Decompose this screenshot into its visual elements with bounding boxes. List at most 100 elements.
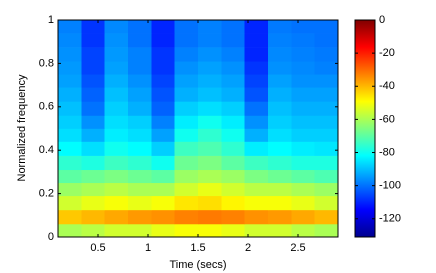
- heatmap-cell: [128, 87, 152, 102]
- heatmap-cell: [174, 61, 199, 75]
- heatmap-cell: [104, 47, 129, 62]
- heatmap-cell: [104, 33, 129, 48]
- heatmap-cell: [174, 74, 199, 88]
- heatmap-cell: [128, 20, 152, 34]
- heatmap-cell: [81, 101, 105, 116]
- x-tick-label: 2.5: [290, 242, 305, 254]
- heatmap-cell: [221, 47, 245, 62]
- heatmap-cell: [104, 115, 129, 129]
- heatmap-cell: [128, 47, 152, 62]
- heatmap-cell: [104, 61, 129, 75]
- x-tick-label: 2: [245, 242, 251, 254]
- heatmap-cell: [244, 155, 269, 171]
- heatmap-cell: [198, 47, 222, 62]
- heatmap-cell: [291, 47, 315, 62]
- heatmap-cell: [291, 195, 315, 211]
- heatmap-cell: [198, 115, 222, 129]
- y-tick-label: 0.2: [39, 188, 54, 200]
- heatmap-cell: [58, 223, 82, 238]
- heatmap-cell: [244, 182, 269, 197]
- heatmap-cell: [221, 33, 245, 48]
- heatmap-cell: [128, 223, 152, 238]
- heatmap-cell: [174, 141, 199, 156]
- heatmap-cell: [314, 141, 339, 156]
- heatmap-cell: [151, 87, 175, 102]
- heatmap-cell: [198, 101, 222, 116]
- heatmap-cell: [104, 128, 129, 142]
- heatmap-cell: [104, 155, 129, 171]
- heatmap-cell: [128, 182, 152, 197]
- heatmap-cell: [198, 87, 222, 102]
- colorbar: [354, 19, 376, 238]
- colorbar-tick-label: -60: [379, 113, 395, 125]
- heatmap-cell: [268, 209, 292, 225]
- heatmap-cell: [244, 61, 269, 75]
- y-tick-label: 0: [48, 231, 54, 243]
- heatmap-cell: [81, 169, 105, 184]
- heatmap-cell: [128, 115, 152, 129]
- heatmap-cell: [314, 128, 339, 142]
- heatmap-cell: [314, 195, 339, 211]
- heatmap-cell: [58, 141, 82, 156]
- heatmap-cell: [151, 128, 175, 142]
- x-tick-label: 0.5: [90, 242, 105, 254]
- heatmap-cell: [128, 74, 152, 88]
- heatmap-cell: [81, 87, 105, 102]
- heatmap-cell: [244, 128, 269, 142]
- heatmap-cell: [244, 101, 269, 116]
- heatmap-cell: [81, 115, 105, 129]
- heatmap-cell: [58, 74, 82, 88]
- heatmap-cell: [198, 74, 222, 88]
- heatmap-cell: [221, 74, 245, 88]
- x-tick-label: 1: [145, 242, 151, 254]
- heatmap-cell: [174, 47, 199, 62]
- heatmap-cell: [291, 223, 315, 238]
- heatmap-cell: [291, 209, 315, 225]
- heatmap-cell: [151, 209, 175, 225]
- heatmap-cell: [268, 87, 292, 102]
- heatmap-cell: [151, 20, 175, 34]
- heatmap-cell: [58, 20, 82, 34]
- heatmap-cell: [81, 155, 105, 171]
- heatmap-cell: [104, 169, 129, 184]
- heatmap-cell: [244, 47, 269, 62]
- heatmap-cell: [81, 182, 105, 197]
- heatmap-cell: [291, 115, 315, 129]
- heatmap-cell: [151, 61, 175, 75]
- heatmap-cell: [268, 47, 292, 62]
- heatmap-cell: [268, 101, 292, 116]
- heatmap-cell: [81, 47, 105, 62]
- heatmap-cell: [151, 115, 175, 129]
- heatmap-cell: [314, 33, 339, 48]
- heatmap-cell: [81, 33, 105, 48]
- heatmap-cell: [58, 87, 82, 102]
- heatmap-cell: [268, 33, 292, 48]
- heatmap-cell: [81, 195, 105, 211]
- heatmap-cell: [268, 74, 292, 88]
- heatmap: [58, 20, 339, 238]
- heatmap-cell: [104, 87, 129, 102]
- heatmap-cell: [58, 128, 82, 142]
- heatmap-cell: [291, 87, 315, 102]
- heatmap-cell: [128, 209, 152, 225]
- heatmap-cell: [291, 169, 315, 184]
- heatmap-cell: [198, 141, 222, 156]
- colorbar-tick-label: -80: [379, 146, 395, 158]
- heatmap-cell: [314, 101, 339, 116]
- heatmap-cell: [314, 223, 339, 238]
- heatmap-cell: [198, 61, 222, 75]
- heatmap-cell: [58, 61, 82, 75]
- colorbar-tick-label: 0: [379, 14, 385, 26]
- heatmap-cell: [221, 87, 245, 102]
- heatmap-cell: [174, 20, 199, 34]
- colorbar-tick-label: -100: [379, 180, 401, 192]
- y-axis-label: Normalized frequency: [16, 74, 28, 181]
- heatmap-cell: [128, 169, 152, 184]
- heatmap-cell: [268, 223, 292, 238]
- heatmap-cell: [291, 74, 315, 88]
- heatmap-cell: [104, 209, 129, 225]
- heatmap-cell: [314, 115, 339, 129]
- heatmap-cell: [58, 155, 82, 171]
- heatmap-cell: [221, 141, 245, 156]
